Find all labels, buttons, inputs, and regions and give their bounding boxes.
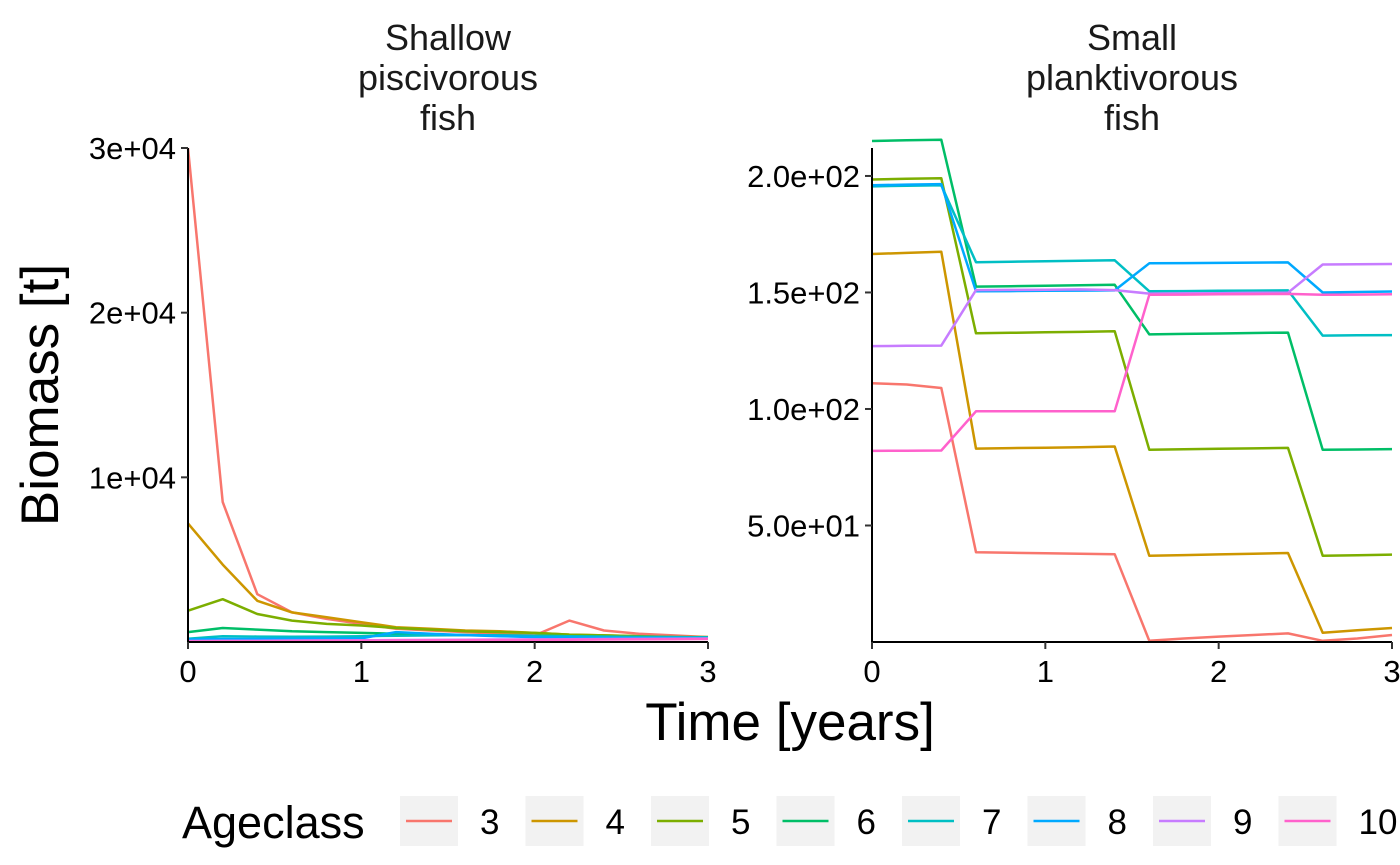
- legend-label: 7: [982, 803, 1001, 842]
- legend-item-ageclass-9: 9: [1153, 796, 1252, 846]
- series-line-ageclass-4: [871, 250, 1393, 634]
- x-tick-label: 0: [179, 654, 196, 689]
- legend-item-ageclass-8: 8: [1027, 796, 1127, 846]
- x-axis-title: Time [years]: [645, 693, 935, 752]
- legend: Ageclass 3 4 5 6 7 8 9 10: [182, 796, 1397, 848]
- y-tick-label: 2.0e+02: [747, 159, 860, 194]
- legend-item-ageclass-6: 6: [776, 796, 876, 846]
- legend-label: 5: [731, 803, 750, 842]
- panel-title-line: fish: [420, 97, 476, 138]
- y-tick-label: 1.0e+02: [747, 392, 860, 427]
- x-tick-label: 1: [1037, 654, 1054, 689]
- y-tick-label: 5.0e+01: [747, 508, 860, 543]
- series-line-ageclass-3: [186, 147, 709, 639]
- legend-label: 8: [1108, 803, 1127, 842]
- x-tick-label: 0: [863, 654, 880, 689]
- panel-title-line: fish: [1104, 97, 1160, 138]
- legend-item-ageclass-5: 5: [651, 796, 750, 846]
- legend-item-ageclass-3: 3: [400, 796, 499, 846]
- legend-title: Ageclass: [182, 797, 365, 848]
- series-line-ageclass-5: [871, 177, 1393, 558]
- series-group: [871, 138, 1393, 643]
- panel-title-line: Small: [1087, 17, 1177, 58]
- series-group: [186, 147, 709, 643]
- legend-label: 4: [606, 803, 625, 842]
- y-tick-label: 1.5e+02: [747, 275, 860, 310]
- panel-title-line: piscivorous: [358, 57, 538, 98]
- legend-label: 9: [1233, 803, 1252, 842]
- legend-item-ageclass-10: 10: [1278, 796, 1398, 846]
- panel-title-line: planktivorous: [1026, 57, 1238, 98]
- panel-title-line: Shallow: [385, 17, 512, 58]
- x-tick-label: 1: [353, 654, 370, 689]
- legend-item-ageclass-4: 4: [525, 796, 625, 846]
- x-tick-label: 2: [1210, 654, 1227, 689]
- y-tick-label: 3e+04: [89, 131, 176, 166]
- y-tick-label: 1e+04: [89, 460, 176, 495]
- series-line-ageclass-6: [871, 138, 1393, 452]
- series-line-ageclass-4: [187, 522, 708, 639]
- legend-label: 3: [480, 803, 499, 842]
- series-line-ageclass-3: [871, 382, 1393, 643]
- series-line-ageclass-8: [871, 182, 1393, 294]
- legend-label: 6: [857, 803, 876, 842]
- y-axis-title: Biomass [t]: [11, 264, 70, 526]
- series-line-ageclass-10: [871, 292, 1393, 453]
- legend-item-ageclass-7: 7: [902, 796, 1001, 846]
- x-tick-label: 2: [526, 654, 543, 689]
- x-tick-label: 3: [699, 654, 716, 689]
- x-tick-label: 3: [1383, 654, 1400, 689]
- y-tick-label: 2e+04: [89, 296, 176, 331]
- legend-label: 10: [1359, 803, 1398, 842]
- series-line-ageclass-9: [871, 262, 1393, 348]
